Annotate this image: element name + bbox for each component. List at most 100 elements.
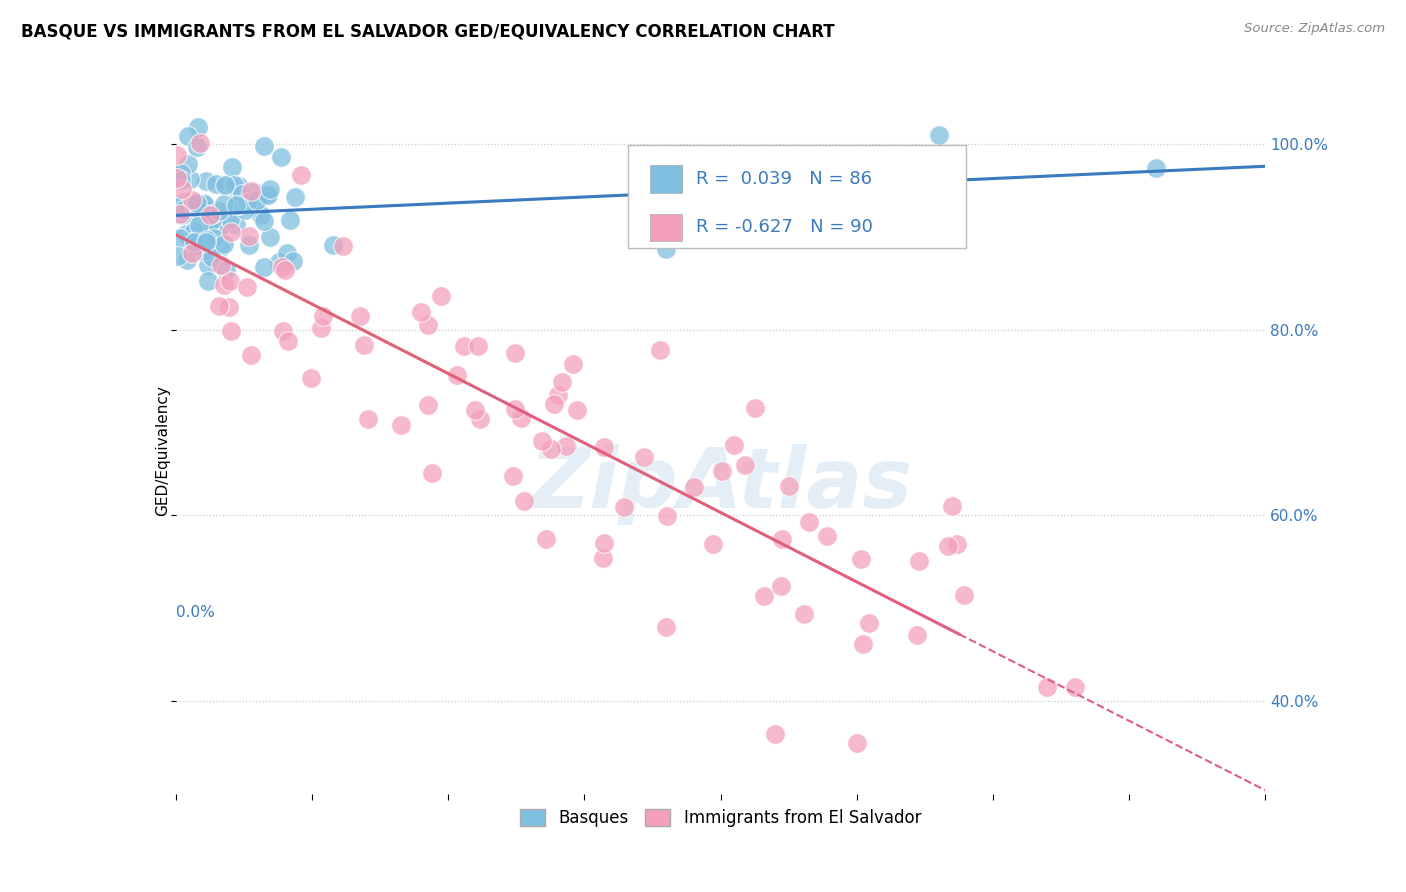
- Point: [551, 376, 574, 390]
- Point: [312, 309, 335, 323]
- Point: [905, 628, 928, 642]
- Point: [411, 305, 433, 319]
- Point: [941, 500, 963, 514]
- Point: [212, 237, 235, 252]
- Point: [250, 208, 273, 222]
- Point: [778, 479, 800, 493]
- Point: [219, 274, 242, 288]
- Point: [349, 309, 371, 323]
- Point: [945, 537, 967, 551]
- Point: [711, 464, 734, 478]
- Point: [183, 235, 205, 250]
- Point: [613, 500, 636, 515]
- Point: [815, 529, 838, 543]
- Point: [723, 437, 745, 451]
- Point: [204, 225, 226, 239]
- Point: [184, 234, 207, 248]
- Point: [276, 246, 298, 260]
- Point: [592, 551, 614, 566]
- Point: [228, 189, 250, 203]
- Point: [208, 203, 231, 218]
- Point: [195, 233, 218, 247]
- Point: [209, 258, 232, 272]
- Point: [655, 620, 678, 634]
- Point: [193, 197, 215, 211]
- Point: [702, 537, 724, 551]
- Point: [530, 434, 553, 449]
- Point: [193, 244, 215, 258]
- Point: [202, 231, 225, 245]
- Point: [187, 120, 209, 134]
- Point: [503, 346, 526, 360]
- Point: [418, 318, 440, 333]
- Point: [655, 508, 678, 523]
- Point: [845, 736, 868, 750]
- Point: [238, 237, 260, 252]
- Point: [167, 249, 190, 263]
- Point: [852, 637, 875, 651]
- Point: [389, 418, 412, 433]
- Point: [269, 255, 291, 269]
- Point: [283, 254, 305, 268]
- Point: [256, 187, 278, 202]
- Point: [201, 250, 224, 264]
- Point: [513, 494, 536, 508]
- Point: [198, 221, 221, 235]
- Point: [245, 185, 267, 199]
- Point: [166, 148, 188, 162]
- Point: [183, 224, 205, 238]
- Point: [770, 579, 793, 593]
- Text: ZipAtlas: ZipAtlas: [529, 444, 912, 525]
- Point: [503, 401, 526, 416]
- Point: [219, 324, 242, 338]
- Text: BASQUE VS IMMIGRANTS FROM EL SALVADOR GED/EQUIVALENCY CORRELATION CHART: BASQUE VS IMMIGRANTS FROM EL SALVADOR GE…: [21, 22, 835, 40]
- Point: [259, 182, 281, 196]
- Text: Source: ZipAtlas.com: Source: ZipAtlas.com: [1244, 22, 1385, 36]
- Point: [221, 160, 243, 174]
- Point: [1063, 680, 1085, 694]
- Point: [236, 280, 259, 294]
- Point: [953, 588, 976, 602]
- Point: [231, 187, 253, 202]
- Text: 0.0%: 0.0%: [176, 605, 215, 620]
- Point: [332, 239, 354, 253]
- Point: [554, 439, 576, 453]
- Point: [205, 178, 228, 192]
- Point: [468, 411, 491, 425]
- Point: [219, 211, 242, 226]
- Point: [464, 402, 486, 417]
- Point: [166, 171, 188, 186]
- Point: [188, 136, 211, 150]
- Point: [183, 200, 205, 214]
- Point: [166, 166, 188, 180]
- Point: [179, 201, 201, 215]
- Point: [1036, 680, 1059, 694]
- Point: [169, 230, 191, 244]
- Point: [193, 220, 215, 235]
- Point: [353, 337, 375, 351]
- Point: [547, 388, 569, 402]
- Point: [510, 410, 533, 425]
- Point: [592, 440, 614, 454]
- Point: [181, 195, 204, 210]
- Point: [169, 206, 191, 220]
- Legend: Basques, Immigrants from El Salvador: Basques, Immigrants from El Salvador: [513, 802, 928, 834]
- Point: [186, 139, 208, 153]
- Point: [446, 368, 468, 382]
- Point: [763, 726, 786, 740]
- Point: [273, 263, 295, 277]
- FancyBboxPatch shape: [650, 165, 682, 193]
- Point: [270, 150, 292, 164]
- Point: [224, 178, 246, 193]
- Point: [734, 458, 756, 472]
- Point: [215, 262, 238, 277]
- Point: [416, 398, 439, 412]
- Point: [430, 289, 453, 303]
- Point: [1144, 161, 1167, 175]
- Point: [683, 480, 706, 494]
- Point: [907, 554, 929, 568]
- Point: [174, 227, 197, 241]
- Point: [422, 467, 444, 481]
- Point: [540, 442, 562, 457]
- Point: [259, 230, 281, 244]
